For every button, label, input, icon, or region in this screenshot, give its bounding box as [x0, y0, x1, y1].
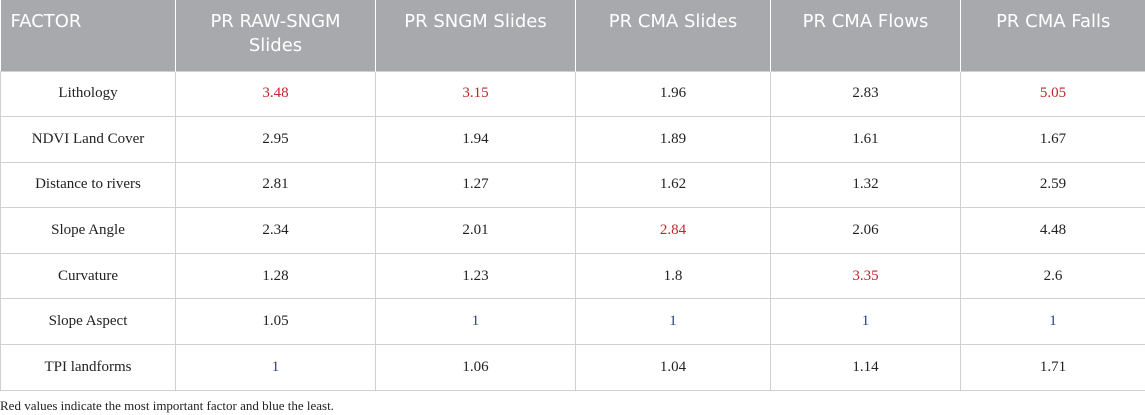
value-cell: 3.35 — [770, 252, 961, 300]
value-cell: 1.71 — [960, 344, 1145, 391]
factor-cell: Curvature — [0, 252, 176, 300]
value-cell: 3.48 — [175, 70, 376, 118]
value-cell: 2.34 — [175, 207, 376, 254]
value-cell: 2.01 — [375, 207, 576, 254]
value-cell: 2.81 — [175, 161, 376, 209]
value-cell: 1.67 — [960, 116, 1145, 163]
table-row: Curvature 1.28 1.23 1.8 3.35 2.6 — [0, 252, 1145, 300]
value-cell: 1.14 — [770, 344, 961, 391]
value-cell: 1.94 — [375, 116, 576, 163]
value-cell: 1 — [575, 298, 771, 346]
value-cell: 1.8 — [575, 252, 771, 300]
value-cell: 1.27 — [375, 161, 576, 209]
value-cell: 2.6 — [960, 252, 1145, 300]
factor-cell: Lithology — [0, 70, 176, 118]
header-pr-cma-flows: PR CMA Flows — [770, 0, 961, 71]
value-cell: 1 — [960, 298, 1145, 346]
table-row: TPI landforms 1 1.06 1.04 1.14 1.71 — [0, 344, 1145, 391]
factor-cell: NDVI Land Cover — [0, 116, 176, 163]
value-cell: 1.06 — [375, 344, 576, 391]
value-cell: 2.84 — [575, 207, 771, 254]
value-cell: 1.61 — [770, 116, 961, 163]
value-cell: 1.05 — [175, 298, 376, 346]
value-cell: 1.96 — [575, 70, 771, 118]
header-pr-cma-falls: PR CMA Falls — [960, 0, 1145, 71]
table-footnote: Red values indicate the most important f… — [0, 398, 334, 413]
value-cell: 1.23 — [375, 252, 576, 300]
table-row: Slope Angle 2.34 2.01 2.84 2.06 4.48 — [0, 207, 1145, 254]
value-cell: 1.04 — [575, 344, 771, 391]
value-cell: 2.06 — [770, 207, 961, 254]
table-row: NDVI Land Cover 2.95 1.94 1.89 1.61 1.67 — [0, 116, 1145, 163]
header-row: FACTOR PR RAW-SNGM Slides PR SNGM Slides… — [0, 0, 1145, 71]
value-cell: 3.15 — [375, 70, 576, 118]
value-cell: 2.59 — [960, 161, 1145, 209]
header-pr-raw-sngm-slides: PR RAW-SNGM Slides — [175, 0, 376, 71]
value-cell: 1 — [375, 298, 576, 346]
factor-cell: TPI landforms — [0, 344, 176, 391]
value-cell: 1.62 — [575, 161, 771, 209]
factor-cell: Slope Angle — [0, 207, 176, 254]
factor-importance-table: FACTOR PR RAW-SNGM Slides PR SNGM Slides… — [0, 0, 1145, 391]
value-cell: 1 — [770, 298, 961, 346]
value-cell: 1.89 — [575, 116, 771, 163]
value-cell: 5.05 — [960, 70, 1145, 118]
value-cell: 4.48 — [960, 207, 1145, 254]
table-row: Slope Aspect 1.05 1 1 1 1 — [0, 298, 1145, 346]
table-row: Distance to rivers 2.81 1.27 1.62 1.32 2.59 — [0, 161, 1145, 209]
factor-cell: Slope Aspect — [0, 298, 176, 346]
value-cell: 1 — [175, 344, 376, 391]
factor-cell: Distance to rivers — [0, 161, 176, 209]
value-cell: 2.83 — [770, 70, 961, 118]
table-body: Lithology 3.48 3.15 1.96 2.83 5.05 NDVI Land C… — [0, 70, 1145, 391]
header-factor: FACTOR — [0, 0, 176, 71]
value-cell: 1.32 — [770, 161, 961, 209]
value-cell: 1.28 — [175, 252, 376, 300]
value-cell: 2.95 — [175, 116, 376, 163]
header-pr-sngm-slides: PR SNGM Slides — [375, 0, 576, 71]
header-pr-cma-slides: PR CMA Slides — [575, 0, 771, 71]
table-row: Lithology 3.48 3.15 1.96 2.83 5.05 — [0, 70, 1145, 118]
